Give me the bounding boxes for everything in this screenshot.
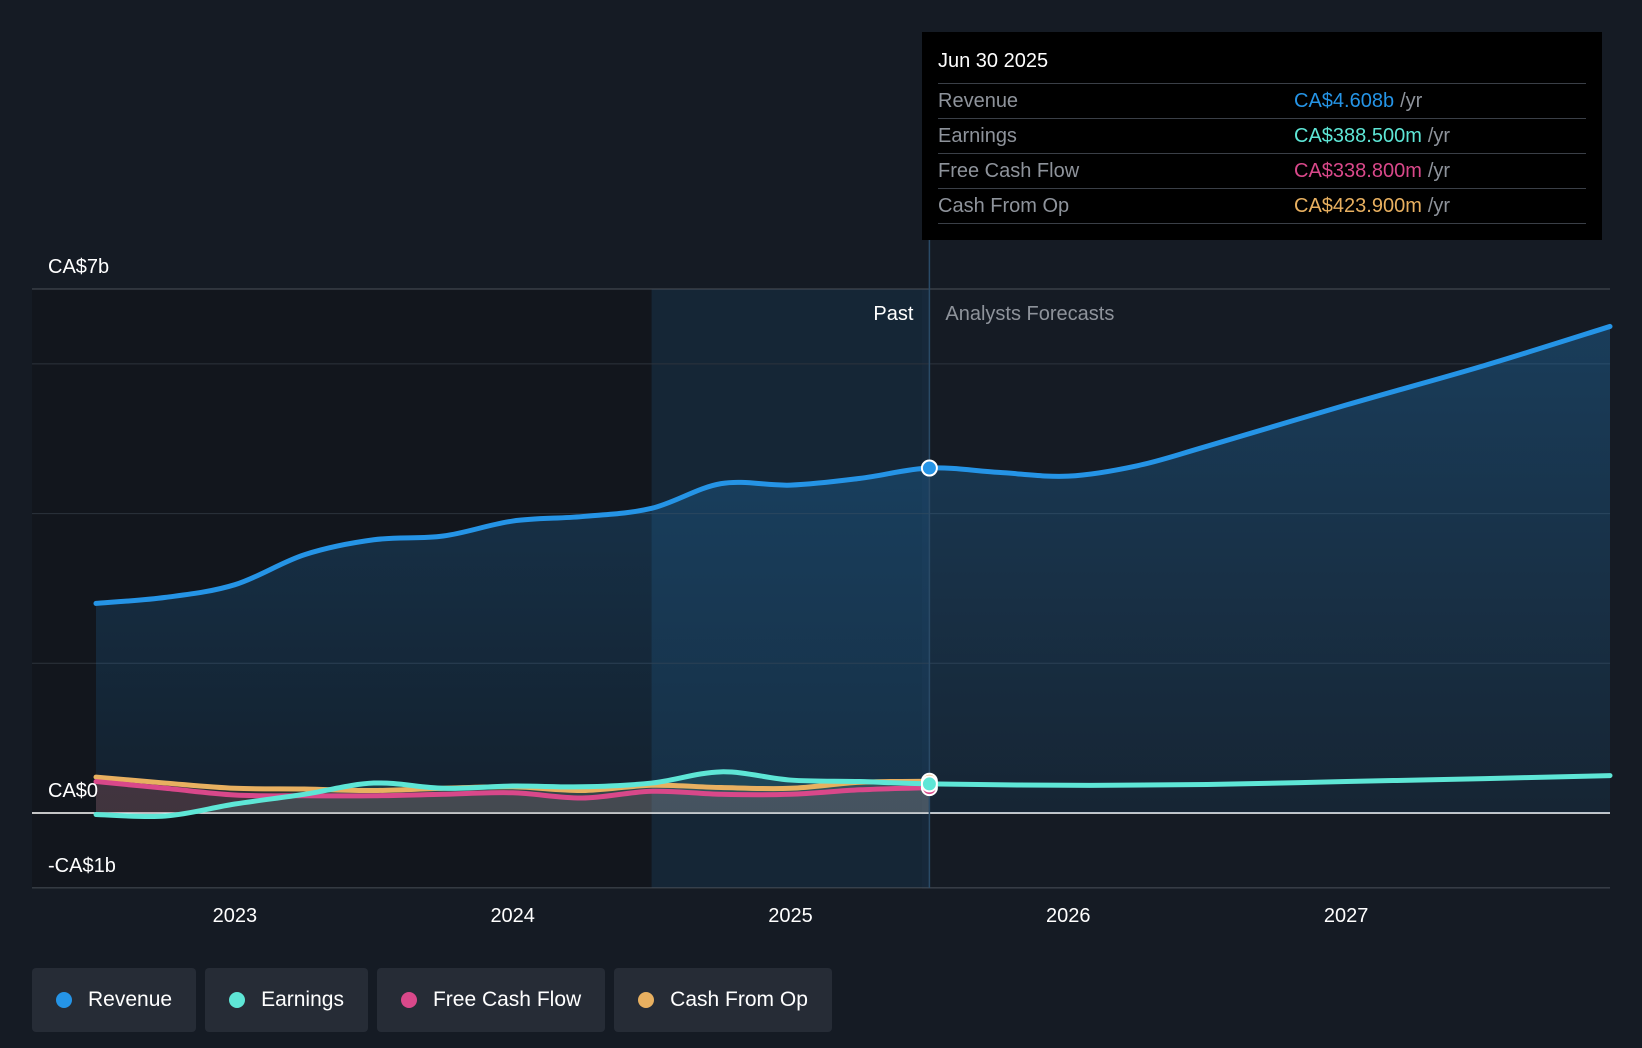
past-label: Past xyxy=(873,303,913,325)
tooltip-row-revenue: Revenue CA$4.608b /yr xyxy=(938,84,1586,119)
y-axis-labels: CA$7b CA$0 -CA$1b xyxy=(48,256,116,877)
revenue-dot-icon xyxy=(56,992,72,1008)
legend-label: Free Cash Flow xyxy=(432,988,582,1011)
free-cash-flow-dot-icon xyxy=(400,992,417,1008)
x-tick-label: 2025 xyxy=(768,905,813,927)
tooltip-value: CA$4.608b xyxy=(1294,90,1395,112)
legend-item-earnings[interactable]: Earnings xyxy=(205,968,368,1032)
x-tick-label: 2026 xyxy=(1046,905,1091,927)
tooltip-unit: /yr xyxy=(1400,90,1423,112)
tooltip-row-earnings: Earnings CA$388.500m /yr xyxy=(938,119,1586,154)
tooltip-unit: /yr xyxy=(1427,160,1451,182)
tooltip-label: Revenue xyxy=(938,90,1019,112)
tooltip-row-free-cash-flow: Free Cash Flow CA$338.800m /yr xyxy=(938,154,1586,189)
tooltip-label: Cash From Op xyxy=(938,195,1070,217)
revenue-line xyxy=(93,323,1613,606)
earnings-dot-icon xyxy=(229,992,246,1008)
free-cash-flow-area xyxy=(96,781,930,813)
tooltip-row-cash-from-op: Cash From Op CA$423.900m /yr xyxy=(938,189,1586,224)
tooltip-date: Jun 30 2025 xyxy=(938,48,1586,84)
tooltip-label: Earnings xyxy=(938,125,1017,147)
tooltip-value: CA$388.500m xyxy=(1294,125,1422,147)
x-tick-label: 2024 xyxy=(490,905,535,927)
legend-item-free-cash-flow[interactable]: Free Cash Flow xyxy=(376,968,606,1032)
legend-item-revenue[interactable]: Revenue xyxy=(32,968,197,1032)
x-tick-label: 2027 xyxy=(1324,905,1369,927)
tooltip-value: CA$423.900m xyxy=(1294,195,1422,217)
y-tick-label: CA$0 xyxy=(48,780,98,802)
earnings-line xyxy=(93,769,1613,820)
cash-from-op-dot-icon xyxy=(638,992,655,1008)
series-markers xyxy=(920,459,938,797)
legend-label: Revenue xyxy=(88,988,173,1011)
tooltip-label: Free Cash Flow xyxy=(938,160,1080,182)
earnings-marker xyxy=(920,775,938,793)
tooltip-value: CA$338.800m xyxy=(1294,160,1422,182)
free-cash-flow-line xyxy=(93,779,932,801)
legend-label: Cash From Op xyxy=(670,988,808,1011)
tooltip-unit: /yr xyxy=(1427,195,1451,217)
forecast-label: Analysts Forecasts xyxy=(945,303,1114,325)
revenue-marker xyxy=(920,459,938,477)
revenue-area xyxy=(96,326,1610,813)
legend: Revenue Earnings Free Cash Flow Cash Fro… xyxy=(32,968,841,1032)
x-axis-labels: 2023 2024 2025 2026 2027 xyxy=(213,905,1369,927)
legend-label: Earnings xyxy=(261,988,344,1011)
y-tick-label: -CA$1b xyxy=(48,855,116,877)
y-tick-label: CA$7b xyxy=(48,256,109,278)
x-tick-label: 2023 xyxy=(213,905,258,927)
tooltip-unit: /yr xyxy=(1427,125,1451,147)
tooltip: Jun 30 2025 Revenue CA$4.608b /yr Earnin… xyxy=(922,32,1602,240)
legend-item-cash-from-op[interactable]: Cash From Op xyxy=(614,968,832,1032)
series-lines xyxy=(93,323,1613,820)
